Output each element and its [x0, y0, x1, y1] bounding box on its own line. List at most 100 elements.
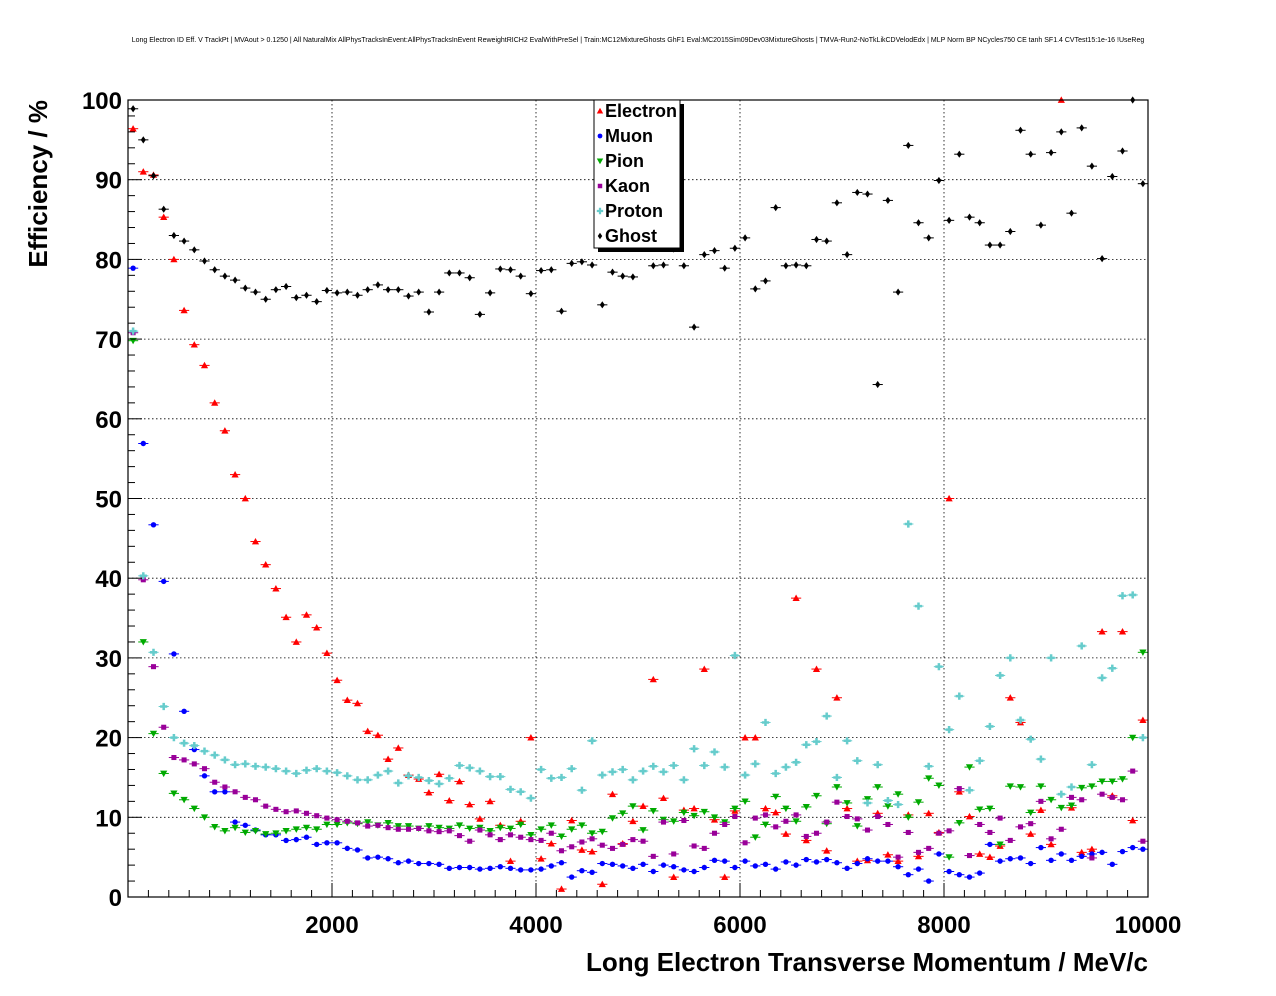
ghost-point [617, 272, 628, 280]
proton-point [556, 773, 567, 782]
kaon-point [342, 818, 353, 824]
series-kaon [128, 330, 1148, 861]
kaon-point [199, 766, 210, 772]
proton-point [689, 745, 700, 753]
kaon-point [617, 841, 628, 847]
proton-point [791, 758, 802, 766]
proton-point [638, 767, 649, 775]
pion-point [627, 803, 638, 810]
pion-point [1086, 783, 1097, 790]
proton-point [658, 768, 669, 776]
muon-point [199, 773, 210, 779]
proton-point [678, 776, 689, 784]
ghost-point [1035, 221, 1046, 229]
legend-label: Ghost [605, 226, 657, 246]
kaon-point [556, 848, 567, 854]
pion-point [944, 854, 955, 861]
kaon-point [770, 824, 781, 830]
muon-point [393, 860, 404, 866]
ghost-point [709, 247, 720, 255]
electron-point [699, 665, 710, 672]
muon-point [658, 862, 669, 868]
electron-point [556, 885, 567, 892]
kaon-point [1076, 797, 1087, 803]
pion-point [556, 833, 567, 841]
kaon-point [301, 810, 312, 816]
pion-point [199, 814, 210, 821]
proton-point [719, 763, 730, 771]
pion-point [495, 824, 506, 832]
ghost-point [301, 291, 312, 299]
muon-point [821, 856, 832, 863]
kaon-point [842, 813, 853, 820]
kaon-point [658, 819, 669, 825]
muon-point [179, 708, 190, 714]
legend-marker [597, 183, 603, 189]
ghost-point [1137, 180, 1148, 188]
kaon-point [821, 819, 832, 825]
pion-point [270, 830, 281, 837]
ghost-point [240, 284, 251, 292]
kaon-point [444, 828, 455, 834]
muon-point [128, 265, 139, 271]
pion-point [893, 791, 904, 798]
ghost-point [138, 136, 149, 144]
ghost-point [678, 262, 689, 270]
proton-point [209, 751, 220, 759]
ghost-point [1046, 149, 1057, 157]
kaon-point [413, 825, 424, 831]
electron-point [321, 649, 332, 656]
proton-point [148, 648, 159, 656]
kaon-point [352, 820, 363, 826]
muon-point [556, 860, 567, 866]
legend-item-kaon: Kaon [597, 176, 650, 196]
ghost-point [199, 257, 210, 265]
muon-point [801, 856, 812, 863]
x-tick-label: 10000 [1115, 912, 1182, 939]
kaon-point [474, 827, 485, 833]
muon-point [515, 867, 526, 873]
proton-point [250, 762, 261, 770]
kaon-point [209, 779, 220, 785]
proton-point [984, 722, 995, 731]
ghost-point [1005, 227, 1016, 236]
electron-point [954, 788, 965, 795]
kaon-point [872, 813, 883, 820]
pion-point [168, 790, 179, 797]
muon-point [627, 865, 638, 872]
proton-point [893, 800, 904, 809]
series-pion [128, 337, 1148, 861]
kaon-point [882, 821, 893, 827]
pion-point [403, 823, 414, 830]
proton-point [668, 761, 679, 770]
muon-point [189, 746, 200, 753]
ghost-point [933, 176, 944, 185]
muon-point [372, 854, 383, 860]
ghost-point [597, 301, 608, 309]
muon-point [1127, 844, 1138, 851]
muon-point [444, 865, 455, 872]
pion-point [566, 826, 577, 833]
kaon-point [923, 845, 934, 851]
pion-point [505, 825, 516, 833]
ghost-point [831, 199, 842, 207]
muon-point [617, 863, 628, 869]
electron-point [434, 770, 445, 778]
x-axis-title: Long Electron Transverse Momentum / MeV/… [586, 947, 1148, 977]
pion-point [138, 639, 149, 646]
kaon-point [587, 836, 598, 842]
electron-point [566, 816, 577, 824]
muon-point [454, 864, 465, 871]
proton-point [434, 780, 445, 788]
proton-point [1117, 592, 1128, 600]
ghost-point [995, 241, 1006, 249]
kaon-point [515, 834, 526, 840]
proton-point [627, 776, 638, 784]
kaon-point [1097, 791, 1108, 797]
kaon-point [311, 813, 322, 819]
proton-point [199, 747, 210, 755]
pion-point [536, 826, 547, 833]
kaon-point [893, 854, 904, 860]
proton-point [464, 764, 475, 772]
proton-point [1137, 734, 1148, 742]
